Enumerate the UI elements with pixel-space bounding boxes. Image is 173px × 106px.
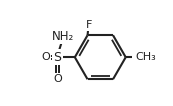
Text: O: O	[53, 74, 62, 84]
Text: NH₂: NH₂	[52, 30, 74, 43]
Text: S: S	[53, 51, 61, 64]
Text: O: O	[42, 52, 51, 62]
Text: F: F	[85, 20, 92, 30]
Text: CH₃: CH₃	[135, 52, 156, 62]
